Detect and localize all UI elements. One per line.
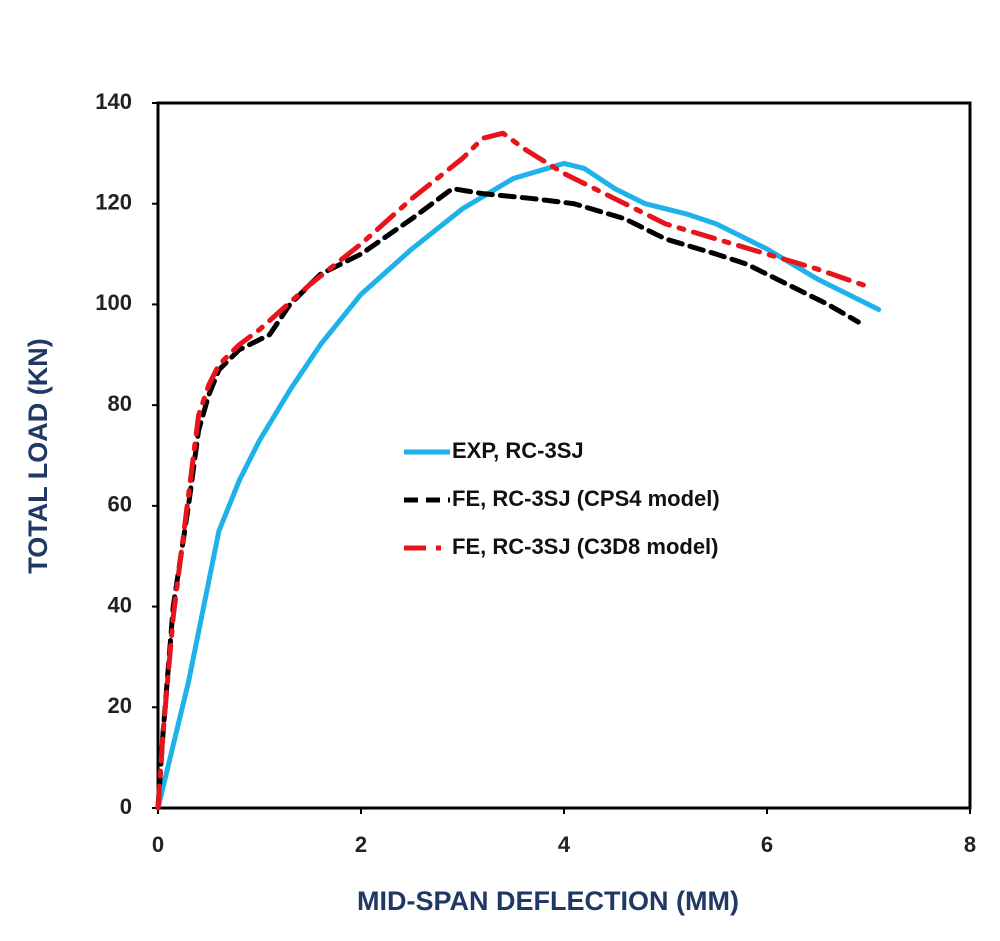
- y-tick-label: 40: [108, 592, 132, 617]
- y-tick-label: 140: [95, 89, 132, 114]
- y-tick-label: 100: [95, 290, 132, 315]
- x-tick-label: 6: [761, 832, 773, 857]
- y-tick-label: 120: [95, 190, 132, 215]
- x-tick-label: 8: [964, 832, 976, 857]
- x-tick-label: 4: [558, 832, 571, 857]
- x-tick-label: 2: [355, 832, 367, 857]
- y-axis-title: TOTAL LOAD (KN): [23, 338, 53, 573]
- y-tick-label: 0: [120, 794, 132, 819]
- x-tick-label: 0: [152, 832, 164, 857]
- legend-label: FE, RC-3SJ (C3D8 model): [452, 534, 719, 559]
- y-tick-label: 80: [108, 391, 132, 416]
- legend-label: FE, RC-3SJ (CPS4 model): [452, 486, 720, 511]
- y-tick-label: 60: [108, 492, 132, 517]
- y-tick-label: 20: [108, 693, 132, 718]
- legend-label: EXP, RC-3SJ: [452, 438, 584, 463]
- x-axis-title: MID-SPAN DEFLECTION (MM): [357, 886, 739, 916]
- series-line: [155, 130, 871, 811]
